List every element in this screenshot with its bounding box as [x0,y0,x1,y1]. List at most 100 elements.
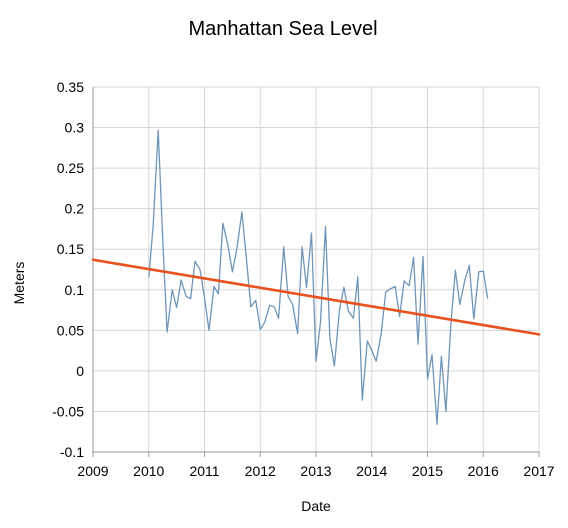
data-point [356,275,359,278]
data-point [259,328,262,331]
data-point [254,299,257,302]
data-point [263,321,266,324]
y-tick-label: 0.15 [57,241,84,257]
data-point [361,398,364,401]
data-point [454,269,457,272]
data-point [352,317,355,320]
x-tick-label: 2013 [300,463,331,479]
data-point [226,244,229,247]
data-point [152,223,155,226]
x-tick-label: 2016 [468,463,499,479]
data-point [426,377,429,380]
y-tick-label: 0.2 [65,201,85,217]
data-point [207,329,210,332]
data-point [398,315,401,318]
chart-title: Manhattan Sea Level [188,18,377,40]
y-axis-label: Meters [11,262,27,305]
y-tick-label: -0.05 [52,403,84,419]
data-point [217,292,220,295]
data-point [319,321,322,324]
y-tick-label: 0.25 [57,160,84,176]
x-axis-label: Date [301,498,331,514]
data-point [179,278,182,281]
data-point [166,330,169,333]
x-tick-label: 2011 [189,463,219,479]
data-point [203,296,206,299]
x-tick-label: 2015 [412,463,443,479]
data-point [314,360,317,363]
data-point [310,231,313,234]
data-point [157,128,160,131]
data-point [380,332,383,335]
data-point [482,270,485,273]
data-point [324,225,327,228]
data-point [421,255,424,258]
data-point [430,353,433,356]
data-point [463,278,466,281]
data-point [347,309,350,312]
data-point [171,288,174,291]
trendline [91,258,541,336]
data-point [221,222,224,225]
data-point [328,337,331,340]
data-point [235,248,238,251]
data-point [435,423,438,426]
data-point [444,410,447,413]
data-point [440,355,443,358]
data-point [175,306,178,309]
data-point [268,304,271,307]
data-point [333,364,336,367]
data-point [486,297,489,300]
data-point [231,270,234,273]
series-line [148,129,489,426]
data-point [375,360,378,363]
data-point [300,245,303,248]
y-tick-label: 0.1 [65,282,85,298]
y-tick-label: 0 [76,363,84,379]
data-point [212,285,215,288]
data-point [296,332,299,335]
data-point [193,260,196,263]
x-tick-label: 2009 [77,463,108,479]
data-point [240,210,243,213]
data-point [389,287,392,290]
data-point [287,295,290,298]
data-point [366,339,369,342]
x-tick-labels: 2009 2010 2011 2012 2013 2014 2015 2016 2017 [77,463,554,479]
series-group [147,128,489,426]
data-point [291,303,294,306]
data-point [305,286,308,289]
data-point [412,256,415,259]
data-point [277,317,280,320]
data-point [338,308,341,311]
x-tick-label: 2017 [523,463,554,479]
axes [92,87,540,457]
data-point [408,284,411,287]
x-tick-label: 2014 [356,463,387,479]
data-point [384,291,387,294]
grid [92,86,540,453]
data-point [282,245,285,248]
data-point [161,237,164,240]
data-point [416,343,419,346]
data-point [249,305,252,308]
data-point [198,268,201,271]
y-tick-label: -0.1 [60,444,84,460]
y-tick-label: 0.35 [57,79,84,95]
data-point [189,297,192,300]
data-point [273,305,276,308]
trendline-group [91,258,541,336]
data-point [147,276,150,279]
data-point [370,349,373,352]
data-point [449,322,452,325]
y-tick-label: 0.05 [57,322,84,338]
data-point [394,285,397,288]
data-point [468,264,471,267]
data-point [245,256,248,259]
data-point [342,286,345,289]
x-tick-label: 2012 [245,463,276,479]
data-point [477,270,480,273]
y-tick-label: 0.3 [65,120,85,136]
data-point [472,317,475,320]
